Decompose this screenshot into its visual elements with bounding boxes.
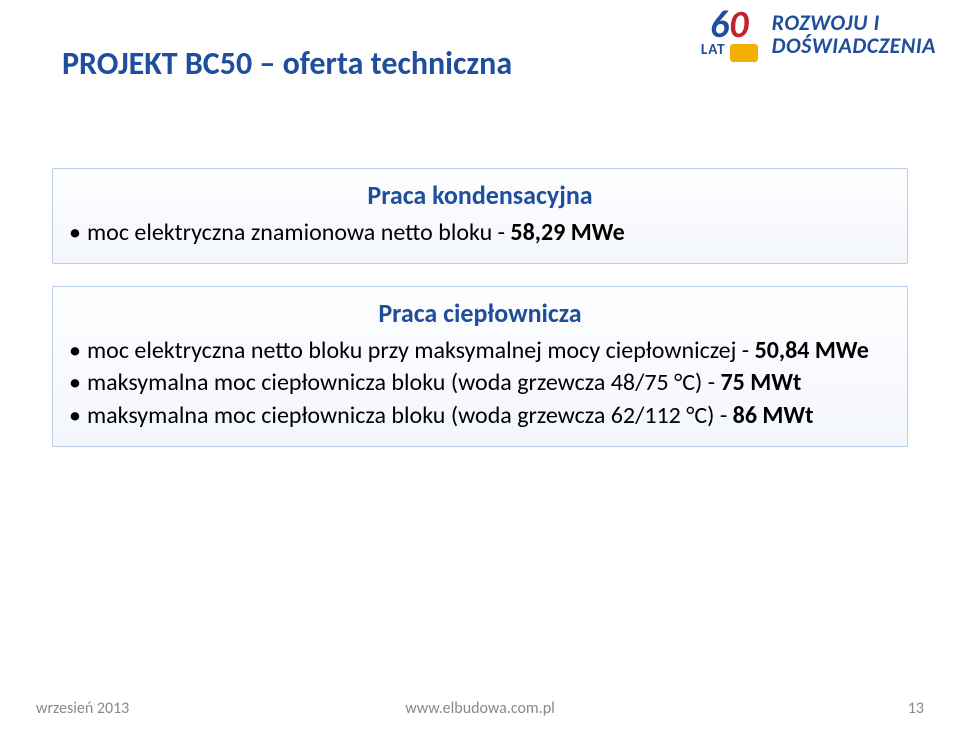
box1-title: Praca kondensacyjna — [69, 179, 891, 211]
logo-60-zero: 0 — [729, 6, 748, 44]
footer-date: wrzesień 2013 — [36, 699, 129, 718]
box-kondensacyjna: Praca kondensacyjna • moc elektryczna zn… — [52, 168, 908, 264]
box2-bullet-1-bold: 75 MWt — [721, 368, 802, 397]
box2-bullet-0: • moc elektryczna netto bloku przy maksy… — [69, 335, 891, 367]
logo-line1: ROZWOJU I — [772, 11, 936, 34]
box1-bullet-0-bold: 58,29 MWe — [510, 218, 624, 247]
box1-bullet-0-prefix: moc elektryczna znamionowa netto bloku - — [87, 218, 510, 247]
bullet-dot-icon: • — [69, 335, 87, 367]
box-cieplownicza: Praca ciepłownicza • moc elektryczna net… — [52, 286, 908, 447]
box2-bullet-1-prefix: maksymalna moc ciepłownicza bloku (woda … — [87, 368, 721, 397]
header-logo-area: 6 0 LAT ROZWOJU I DOŚWIADCZENIA — [701, 6, 936, 62]
logo-rozwoju: ROZWOJU I DOŚWIADCZENIA — [772, 11, 936, 57]
bullet-dot-icon: • — [69, 367, 87, 399]
slide: 6 0 LAT ROZWOJU I DOŚWIADCZENIA PROJEKT … — [0, 0, 960, 732]
box2-bullet-1-text: maksymalna moc ciepłownicza bloku (woda … — [87, 367, 891, 399]
box2-bullet-0-text: moc elektryczna netto bloku przy maksyma… — [87, 335, 891, 367]
logo-lat-text: LAT — [701, 41, 726, 59]
box1-bullet-0: • moc elektryczna znamionowa netto bloku… — [69, 217, 891, 249]
box1-bullet-0-text: moc elektryczna znamionowa netto bloku -… — [87, 217, 891, 249]
footer-page-number: 13 — [908, 699, 924, 718]
logo-line2: DOŚWIADCZENIA — [772, 34, 936, 57]
logo-60-lat: 6 0 LAT — [701, 6, 758, 62]
page-title: PROJEKT BC50 – oferta techniczna — [62, 44, 512, 83]
bullet-dot-icon: • — [69, 400, 87, 432]
box2-bullet-1: • maksymalna moc ciepłownicza bloku (wod… — [69, 367, 891, 399]
logo-60-number: 6 0 — [710, 6, 749, 44]
logo-60-six: 6 — [710, 6, 729, 44]
box2-bullet-2-text: maksymalna moc ciepłownicza bloku (woda … — [87, 400, 891, 432]
footer: wrzesień 2013 www.elbudowa.com.pl 13 — [0, 699, 960, 718]
box2-bullet-0-bold: 50,84 MWe — [755, 336, 869, 365]
footer-url: www.elbudowa.com.pl — [405, 699, 555, 718]
logo-badge-icon — [730, 44, 758, 62]
box2-bullet-2-prefix: maksymalna moc ciepłownicza bloku (woda … — [87, 401, 733, 430]
bullet-dot-icon: • — [69, 217, 87, 249]
box2-bullet-0-prefix: moc elektryczna netto bloku przy maksyma… — [87, 336, 755, 365]
box2-bullet-2-bold: 86 MWt — [733, 401, 814, 430]
box2-bullet-2: • maksymalna moc ciepłownicza bloku (wod… — [69, 400, 891, 432]
box2-title: Praca ciepłownicza — [69, 297, 891, 329]
